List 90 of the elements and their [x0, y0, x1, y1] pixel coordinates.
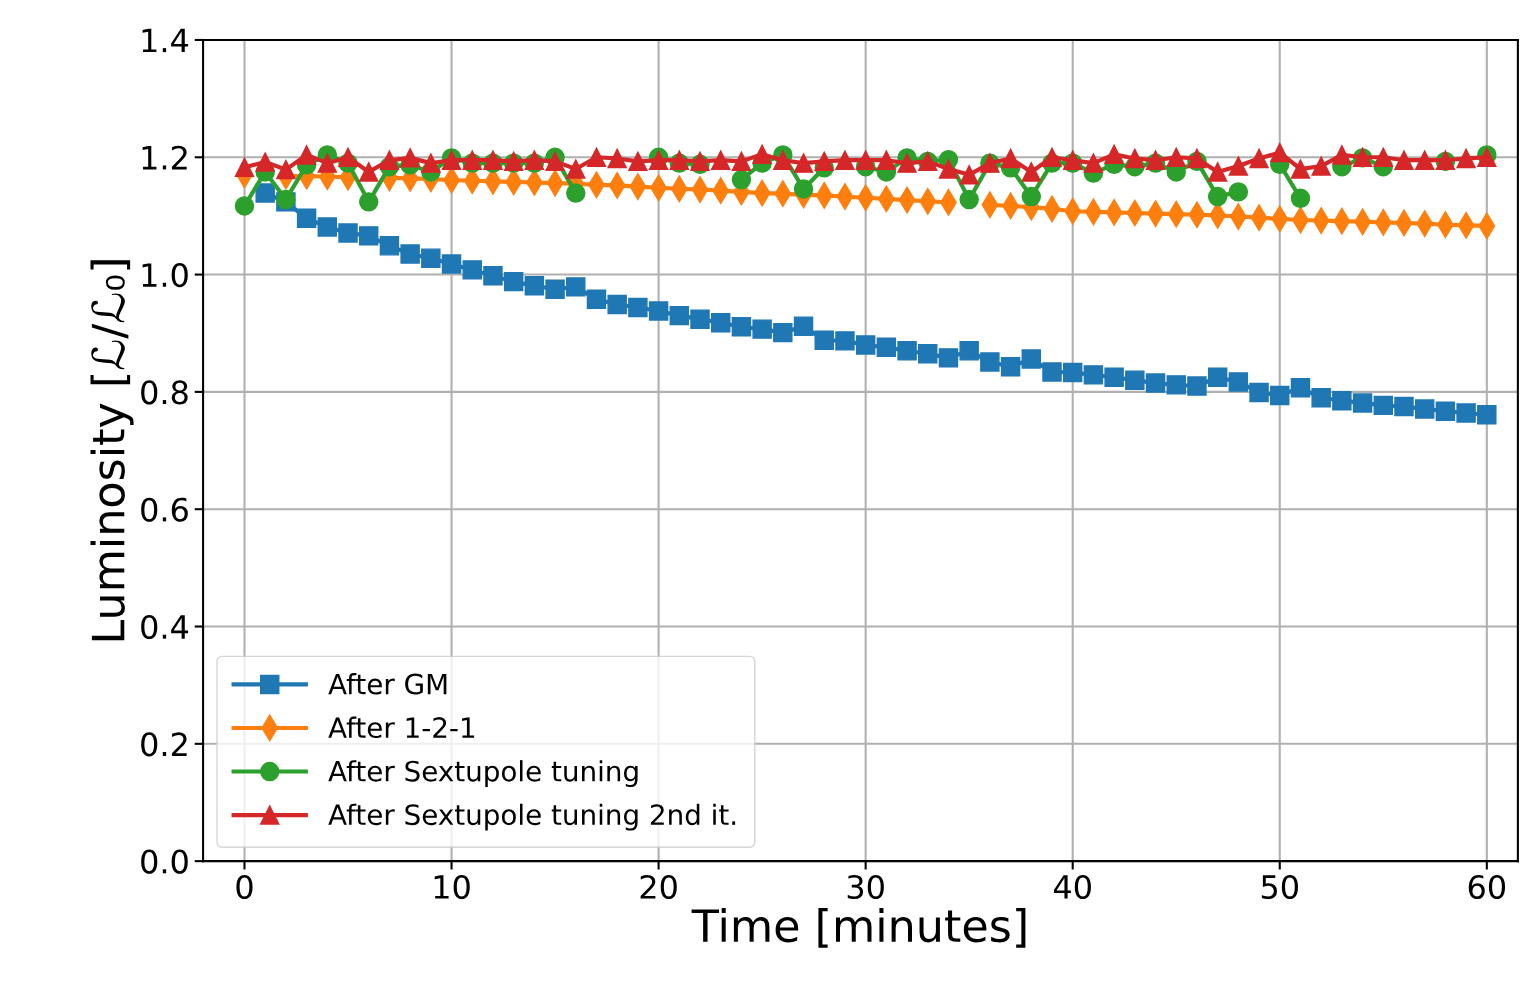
y-tick-label: 0.8: [141, 380, 188, 405]
point: [441, 254, 462, 274]
x-tick-label: 20: [640, 874, 677, 900]
point: [980, 352, 1000, 372]
point: [648, 301, 669, 321]
point: [379, 236, 400, 256]
point: [462, 260, 482, 280]
y-tick-label: 1.4: [142, 28, 189, 53]
x-tick-label: 0: [236, 874, 253, 900]
point: [959, 189, 979, 210]
point: [773, 322, 793, 343]
point: [1207, 186, 1228, 207]
point: [1477, 405, 1497, 425]
point: [566, 183, 586, 203]
point: [752, 319, 772, 339]
point: [296, 208, 317, 228]
point: [1332, 390, 1352, 411]
y-tick-label: 0.0: [141, 849, 188, 874]
x-tick-label: 30: [847, 874, 884, 900]
x-tick-label: 60: [1468, 874, 1506, 900]
point: [1228, 182, 1249, 202]
point: [628, 297, 648, 318]
point: [1228, 372, 1249, 392]
point: [1311, 388, 1331, 408]
point: [1083, 365, 1104, 385]
point: [731, 169, 752, 190]
point: [607, 294, 627, 315]
point: [793, 179, 814, 199]
point: [1394, 396, 1414, 417]
point: [586, 289, 607, 309]
point: [1000, 356, 1021, 377]
y-tick-label: 0.6: [141, 497, 188, 522]
point: [814, 330, 834, 350]
point: [400, 244, 420, 264]
point: [855, 335, 876, 355]
legend-label: After 1-2-1: [328, 716, 475, 739]
point: [1207, 367, 1228, 387]
point: [1290, 378, 1311, 398]
point: [669, 305, 690, 326]
point: [1125, 370, 1145, 390]
point: [1166, 375, 1186, 395]
point: [793, 316, 814, 336]
point: [918, 344, 938, 364]
legend-label: After Sextupole tuning 2nd it.: [328, 803, 736, 831]
y-tick-label: 0.2: [141, 732, 187, 757]
point: [1021, 349, 1042, 369]
point: [1249, 382, 1269, 403]
point: [358, 192, 379, 212]
point: [503, 271, 524, 292]
point: [1270, 385, 1290, 406]
point: [1352, 393, 1373, 413]
point: [421, 248, 441, 268]
legend-label: After GM: [328, 673, 447, 695]
x-tick-label: 10: [434, 874, 470, 900]
point: [483, 266, 503, 286]
point: [1456, 403, 1476, 423]
point: [1373, 395, 1394, 416]
point: [234, 196, 255, 216]
point: [566, 277, 586, 297]
point: [959, 341, 979, 361]
point: [876, 337, 897, 358]
x-tick-label: 40: [1053, 874, 1091, 900]
point: [1021, 186, 1042, 207]
point: [358, 226, 379, 246]
point: [1435, 401, 1456, 421]
point: [1104, 367, 1124, 387]
x-tick-label: 50: [1261, 874, 1298, 900]
point: [835, 331, 855, 351]
point: [897, 341, 917, 361]
point: [1042, 362, 1062, 382]
point: [545, 279, 565, 299]
point: [710, 312, 731, 333]
point: [1145, 373, 1166, 393]
point: [731, 317, 752, 337]
point: [338, 223, 358, 243]
point: [1187, 376, 1207, 396]
point: [524, 276, 545, 296]
point: [938, 348, 959, 368]
legend-label: After Sextupole tuning: [328, 760, 638, 788]
point: [1414, 399, 1435, 419]
y-axis-title: Luminosity [ℒ/ℒ₀]: [90, 260, 134, 641]
point: [1062, 362, 1083, 383]
y-tick-label: 1.0: [142, 263, 188, 288]
point: [255, 183, 275, 203]
x-axis-title: Time [minutes]: [691, 908, 1026, 948]
y-tick-label: 1.2: [142, 145, 187, 170]
point: [317, 217, 338, 237]
point: [1290, 188, 1311, 209]
point: [690, 309, 710, 329]
y-tick-label: 0.4: [141, 614, 189, 640]
